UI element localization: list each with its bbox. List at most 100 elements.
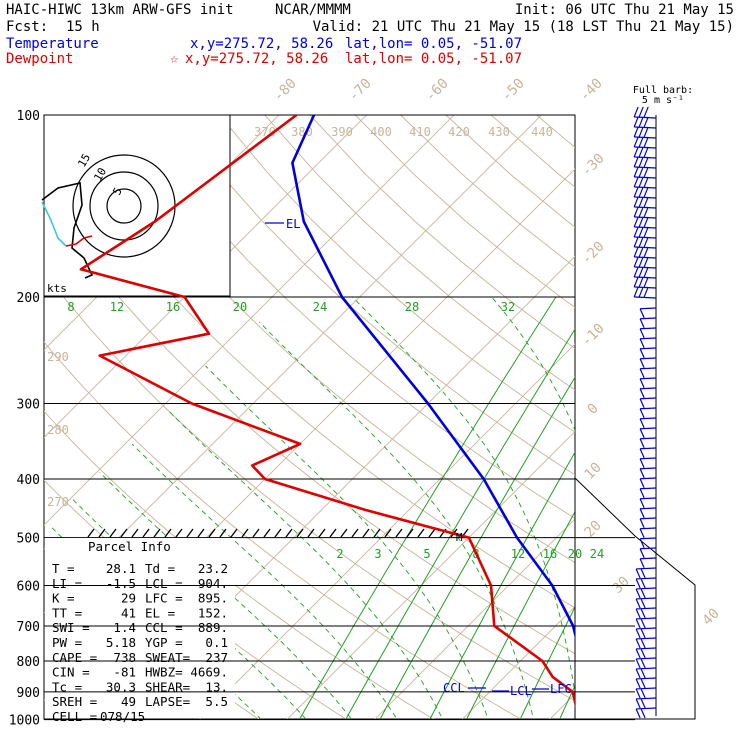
wind-barb-feather bbox=[640, 479, 644, 488]
wind-barb-feather bbox=[634, 277, 638, 287]
wind-barb-shaft bbox=[640, 348, 656, 349]
wind-barb bbox=[640, 428, 656, 438]
wind-barb-shaft bbox=[640, 478, 656, 479]
wind-barb bbox=[634, 227, 656, 238]
parcel-info-value: -1.5 bbox=[106, 576, 136, 591]
wind-barb-feather bbox=[641, 669, 645, 678]
wind-barb-feather bbox=[639, 217, 643, 227]
wind-barb-feather bbox=[634, 207, 638, 217]
wind-barb-feather bbox=[640, 449, 644, 458]
lcl-label: LCL bbox=[510, 684, 532, 698]
wind-barb-shaft bbox=[640, 318, 656, 319]
parcel-info-key: CIN = bbox=[52, 665, 90, 680]
mixing-ratio-label: 3 bbox=[374, 547, 381, 561]
wind-barb-feather bbox=[644, 197, 648, 207]
pressure-tick-label: 900 bbox=[17, 686, 40, 701]
wind-barb-feather bbox=[640, 389, 644, 398]
wind-barb bbox=[640, 328, 656, 338]
parcel-info-key: SHEAR= bbox=[145, 679, 190, 694]
wind-barb-feather bbox=[641, 619, 645, 628]
mixing-ratio-label: 20 bbox=[568, 547, 582, 561]
wind-barb-shaft bbox=[636, 678, 656, 679]
hatch-mark bbox=[176, 529, 182, 537]
wind-barb-feather bbox=[644, 127, 648, 137]
hatch-mark bbox=[121, 529, 127, 537]
wind-barb-feather bbox=[639, 207, 643, 217]
wind-barb-shaft bbox=[640, 528, 656, 529]
wind-barb bbox=[640, 318, 656, 328]
wind-barb-feather bbox=[644, 227, 648, 237]
dry-adiabat bbox=[491, 115, 740, 732]
wind-barb-feather bbox=[640, 379, 644, 388]
wind-barb-feather bbox=[640, 329, 644, 338]
parcel-info-key: LAPSE= bbox=[145, 694, 190, 709]
wind-barb bbox=[634, 187, 656, 198]
mixing-ratio-label: 28 bbox=[405, 300, 419, 314]
wind-barb-feather bbox=[639, 107, 643, 117]
theta-label: 430 bbox=[488, 125, 510, 139]
mixing-ratio-label: 2 bbox=[336, 547, 343, 561]
wind-barb bbox=[636, 598, 656, 608]
pressure-tick-label: 700 bbox=[17, 620, 40, 635]
mixing-ratio-line bbox=[423, 297, 665, 732]
parcel-info-key: CAPE = bbox=[52, 650, 97, 665]
wind-barb-feather bbox=[640, 509, 644, 518]
hatch-mark bbox=[231, 529, 237, 537]
isotherm bbox=[624, 87, 740, 732]
wind-barb bbox=[634, 107, 656, 118]
wind-barb-feather bbox=[634, 147, 638, 157]
wind-barb bbox=[640, 488, 656, 498]
parcel-info-value: 30.3 bbox=[106, 679, 136, 694]
wind-barb bbox=[640, 438, 656, 448]
parcel-info-key: EL = bbox=[145, 605, 175, 620]
wind-barb bbox=[640, 388, 656, 398]
wind-barb-feather bbox=[634, 137, 638, 147]
temperature-legend: Temperature bbox=[6, 36, 99, 52]
parcel-info-key: SREH = bbox=[52, 694, 97, 709]
wind-barb-feather bbox=[641, 629, 645, 638]
isotherm-label: -30 bbox=[579, 151, 608, 180]
hatch-mark bbox=[396, 529, 402, 537]
wind-barb bbox=[636, 608, 656, 618]
wind-barb-feather bbox=[644, 217, 648, 227]
wind-barb-feather bbox=[644, 257, 648, 267]
isotherm-label: -80 bbox=[271, 76, 300, 105]
parcel-info-value: 738 bbox=[113, 650, 136, 665]
hatch-mark bbox=[88, 529, 94, 537]
wind-barb-feather bbox=[644, 167, 648, 177]
wind-barb bbox=[636, 638, 656, 648]
wind-barb-feather bbox=[640, 339, 644, 348]
wind-barb-feather bbox=[639, 147, 643, 157]
wind-barb bbox=[634, 207, 656, 218]
wind-barb-shaft bbox=[640, 398, 656, 399]
wind-barb-feather bbox=[634, 227, 638, 237]
parcel-info-value: 895. bbox=[198, 591, 228, 606]
wind-barb-feather bbox=[634, 237, 638, 247]
wind-barb bbox=[634, 197, 656, 208]
wind-barb bbox=[640, 478, 656, 488]
wind-barb-feather bbox=[641, 589, 645, 598]
wind-barb-feather bbox=[640, 469, 644, 478]
wind-barb bbox=[640, 448, 656, 458]
wind-barb-feather bbox=[640, 399, 644, 408]
wind-barb bbox=[640, 348, 656, 358]
wind-barb-shaft bbox=[640, 368, 656, 369]
wind-barb bbox=[640, 548, 656, 558]
wind-barb bbox=[640, 408, 656, 418]
wind-barb bbox=[640, 508, 656, 518]
wind-barb bbox=[634, 257, 656, 268]
wind-barb bbox=[634, 237, 656, 248]
hatch-mark bbox=[275, 529, 281, 537]
isotherm-label: 40 bbox=[700, 606, 723, 629]
parcel-info-value: 23.2 bbox=[198, 561, 228, 576]
wind-barb-shaft bbox=[640, 408, 656, 409]
wind-barb bbox=[634, 117, 656, 128]
wind-barb-shaft bbox=[640, 558, 656, 559]
wind-barb-feather bbox=[640, 529, 644, 538]
isotherm bbox=[712, 87, 740, 732]
theta-label: 400 bbox=[370, 125, 392, 139]
parcel-info-value: 4669. bbox=[190, 665, 228, 680]
parcel-info-key: TT = bbox=[52, 605, 82, 620]
wind-barb-shaft bbox=[636, 608, 656, 609]
